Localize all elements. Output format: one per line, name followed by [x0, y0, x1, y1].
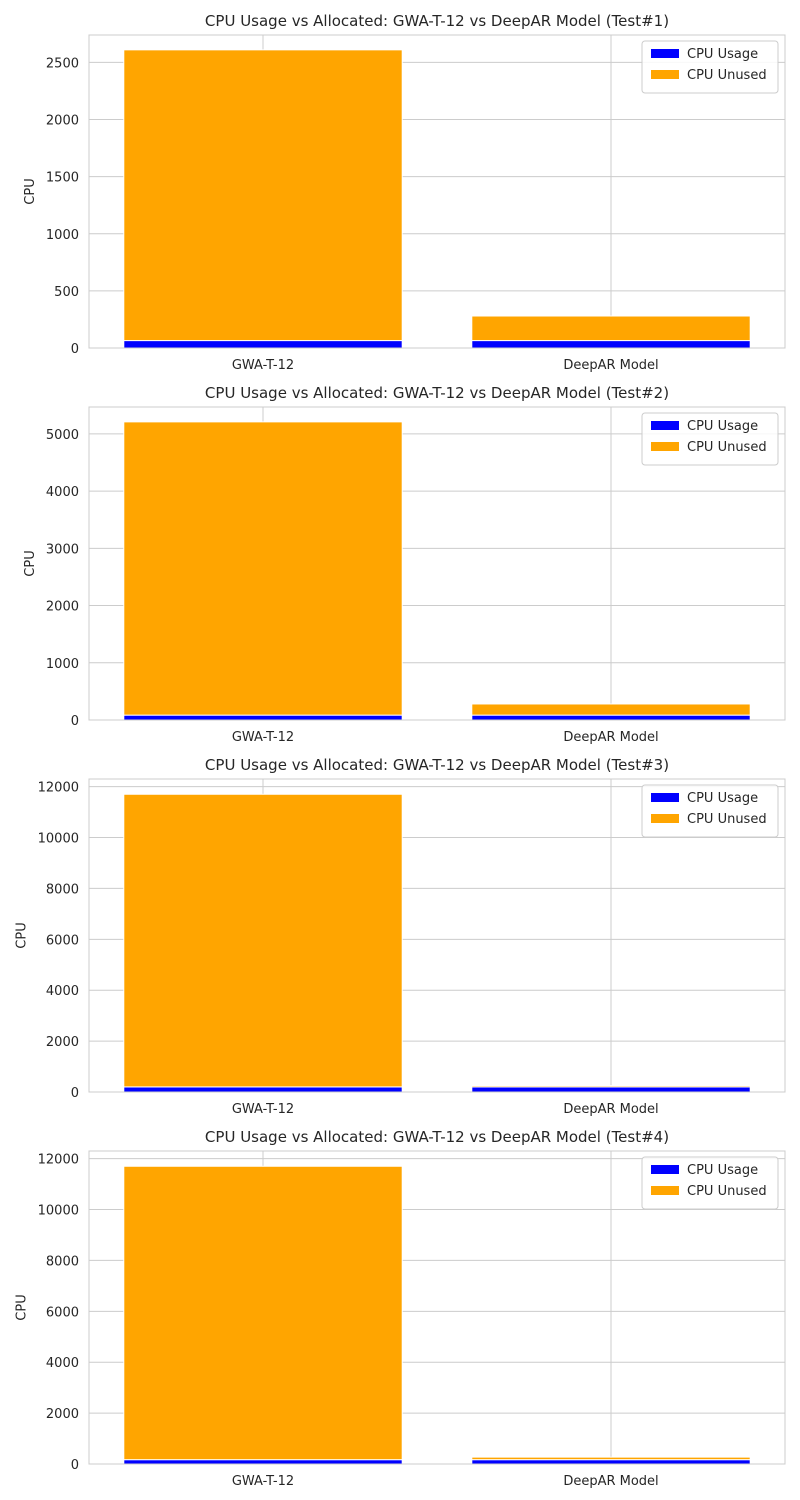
bar-cpu-unused-gwa-t-12 [123, 49, 403, 342]
x-tick-label: GWA-T-12 [232, 730, 294, 744]
legend-swatch [651, 1165, 679, 1174]
chart-4: CPU Usage vs Allocated: GWA-T-12 vs Deep… [15, 1128, 786, 1488]
legend-swatch [651, 814, 679, 823]
y-tick-label: 2000 [46, 600, 79, 615]
y-tick-label: 0 [71, 1458, 79, 1473]
bar-cpu-unused-deepar-model [471, 1085, 751, 1088]
legend-swatch [651, 49, 679, 58]
legend-swatch [651, 1186, 679, 1195]
x-tick-label: GWA-T-12 [232, 358, 294, 372]
chart-title: CPU Usage vs Allocated: GWA-T-12 vs Deep… [205, 384, 669, 402]
chart-title: CPU Usage vs Allocated: GWA-T-12 vs Deep… [205, 756, 669, 774]
legend-label: CPU Usage [687, 47, 758, 62]
x-tick-label: DeepAR Model [563, 358, 658, 372]
y-tick-label: 500 [54, 285, 79, 300]
x-tick-label: GWA-T-12 [232, 1102, 294, 1116]
bar-cpu-unused-gwa-t-12 [123, 1165, 403, 1461]
legend-swatch [651, 442, 679, 451]
bar-cpu-usage-gwa-t-12 [123, 1086, 403, 1093]
y-tick-label: 2000 [46, 1035, 79, 1050]
bar-cpu-usage-gwa-t-12 [123, 1459, 403, 1465]
legend-swatch [651, 421, 679, 430]
chart-3: CPU Usage vs Allocated: GWA-T-12 vs Deep… [15, 756, 786, 1116]
bar-cpu-unused-gwa-t-12 [123, 793, 403, 1088]
y-tick-label: 4000 [46, 984, 79, 999]
bar-cpu-unused-gwa-t-12 [123, 421, 403, 716]
x-tick-label: DeepAR Model [563, 1474, 658, 1488]
y-tick-label: 6000 [46, 933, 79, 948]
y-tick-label: 12000 [38, 781, 79, 796]
bar-cpu-usage-deepar-model [471, 1086, 751, 1093]
bar-cpu-unused-deepar-model [471, 315, 751, 342]
y-tick-label: 4000 [46, 485, 79, 500]
y-tick-label: 8000 [46, 882, 79, 897]
y-tick-label: 10000 [38, 1204, 79, 1219]
y-tick-label: 2000 [46, 114, 79, 129]
legend-label: CPU Usage [687, 791, 758, 806]
y-tick-label: 10000 [38, 832, 79, 847]
legend-swatch [651, 70, 679, 79]
bar-cpu-usage-deepar-model [471, 714, 751, 721]
bar-cpu-usage-gwa-t-12 [123, 714, 403, 721]
plot-frame [88, 778, 786, 1093]
plot-frame [88, 1150, 786, 1465]
y-axis-label: CPU [15, 1294, 30, 1320]
legend-label: CPU Unused [687, 440, 767, 455]
x-tick-label: GWA-T-12 [232, 1474, 294, 1488]
x-tick-label: DeepAR Model [563, 730, 658, 744]
y-tick-label: 0 [71, 342, 79, 357]
y-axis-label: CPU [15, 922, 30, 948]
chart-title: CPU Usage vs Allocated: GWA-T-12 vs Deep… [205, 12, 669, 30]
plot-frame [88, 34, 786, 349]
plot-frame [88, 406, 786, 721]
y-tick-label: 5000 [46, 428, 79, 443]
bar-cpu-unused-deepar-model [471, 703, 751, 716]
legend: CPU Usage CPU Unused [641, 40, 779, 94]
y-tick-label: 1500 [46, 171, 79, 186]
bar-cpu-usage-deepar-model [471, 1459, 751, 1465]
y-tick-label: 2500 [46, 56, 79, 71]
y-tick-label: 3000 [46, 542, 79, 557]
y-tick-label: 1000 [46, 228, 79, 243]
y-tick-label: 12000 [38, 1153, 79, 1168]
legend: CPU Usage CPU Unused [641, 784, 779, 838]
legend-label: CPU Usage [687, 419, 758, 434]
legend: CPU Usage CPU Unused [641, 1156, 779, 1210]
y-tick-label: 8000 [46, 1254, 79, 1269]
legend: CPU Usage CPU Unused [641, 412, 779, 466]
legend-label: CPU Unused [687, 68, 767, 83]
y-tick-label: 2000 [46, 1407, 79, 1422]
chart-1: CPU Usage vs Allocated: GWA-T-12 vs Deep… [23, 12, 786, 372]
y-tick-label: 1000 [46, 657, 79, 672]
x-tick-label: DeepAR Model [563, 1102, 658, 1116]
y-tick-label: 6000 [46, 1305, 79, 1320]
legend-label: CPU Usage [687, 1163, 758, 1178]
y-tick-label: 4000 [46, 1356, 79, 1371]
y-tick-label: 0 [71, 714, 79, 729]
legend-swatch [651, 793, 679, 802]
bar-cpu-usage-gwa-t-12 [123, 340, 403, 349]
y-axis-label: CPU [23, 178, 38, 204]
chart-2: CPU Usage vs Allocated: GWA-T-12 vs Deep… [23, 384, 786, 744]
chart-title: CPU Usage vs Allocated: GWA-T-12 vs Deep… [205, 1128, 669, 1146]
legend-label: CPU Unused [687, 1184, 767, 1199]
y-axis-label: CPU [23, 550, 38, 576]
legend-label: CPU Unused [687, 812, 767, 827]
y-tick-label: 0 [71, 1086, 79, 1101]
bar-cpu-usage-deepar-model [471, 340, 751, 349]
bar-cpu-unused-deepar-model [471, 1456, 751, 1461]
